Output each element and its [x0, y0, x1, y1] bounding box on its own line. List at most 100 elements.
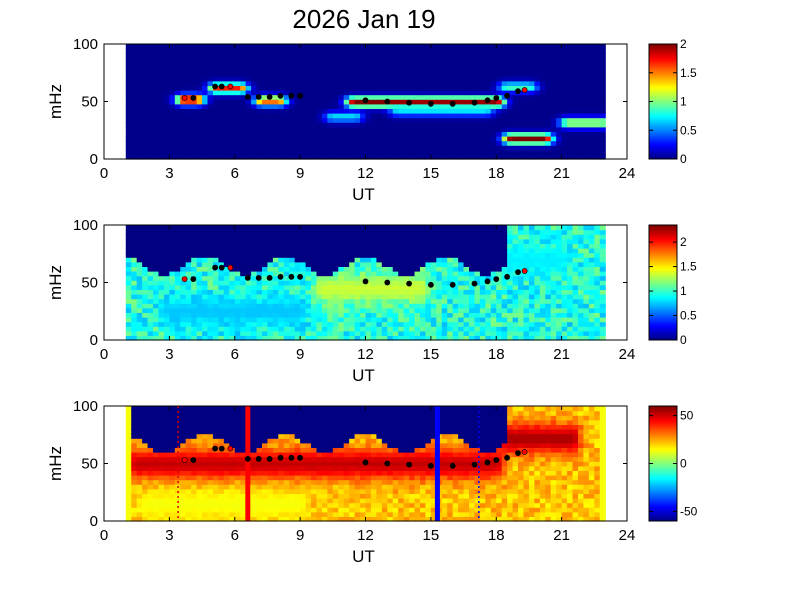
heatmap-cell [360, 103, 367, 109]
heatmap-cell [599, 122, 606, 128]
heatmap-cell [256, 126, 263, 132]
heatmap-cell [550, 140, 557, 146]
ridge-point [406, 99, 412, 106]
heatmap-cell [561, 321, 568, 327]
heatmap-cell [185, 330, 192, 336]
heatmap-cell [588, 62, 595, 68]
heatmap-cell [360, 94, 367, 100]
heatmap-cell [588, 298, 595, 304]
heatmap-cell [485, 90, 492, 96]
heatmap-cell [594, 145, 601, 151]
heatmap-cell [501, 284, 508, 290]
heatmap-cell [496, 289, 503, 295]
ridge-markers [181, 83, 528, 107]
heatmap-cell [572, 275, 579, 281]
heatmap-cell [180, 113, 187, 119]
heatmap-cell [223, 289, 230, 295]
heatmap-cell [528, 294, 535, 300]
heatmap-cell [218, 140, 225, 146]
heatmap-cell [327, 94, 334, 100]
heatmap-cell [229, 294, 236, 300]
heatmap-cell [398, 229, 405, 235]
heatmap-cell [229, 108, 236, 114]
heatmap-cell [338, 67, 345, 73]
heatmap-cell [125, 140, 132, 146]
heatmap-cell [185, 307, 192, 313]
heatmap-cell [240, 321, 247, 327]
heatmap-cell [174, 149, 181, 155]
heatmap-cell [321, 317, 328, 323]
heatmap-cell [169, 94, 176, 100]
heatmap-cell [142, 44, 149, 50]
heatmap-cell [567, 44, 574, 50]
heatmap-cell [321, 261, 328, 267]
heatmap-cell [142, 248, 149, 254]
heatmap-cell [174, 57, 181, 63]
heatmap-cell [577, 307, 585, 313]
heatmap-cell [452, 321, 459, 327]
heatmap-cell [163, 321, 170, 327]
heatmap-cell [191, 511, 198, 517]
heatmap-cell [534, 312, 541, 318]
heatmap-cell [153, 335, 160, 341]
heatmap-cell [338, 80, 345, 86]
heatmap-cell [490, 257, 497, 263]
heatmap-cell [474, 140, 481, 146]
heatmap-cell [474, 238, 481, 244]
heatmap-cell [338, 248, 345, 254]
heatmap-cell [376, 122, 383, 128]
heatmap-cell [142, 238, 149, 244]
heatmap-cell [169, 145, 176, 151]
heatmap-cell [283, 108, 290, 114]
heatmap-cell [539, 248, 546, 254]
heatmap-cell [229, 154, 236, 160]
heatmap-cell [370, 252, 377, 258]
heatmap-cell [169, 71, 176, 77]
heatmap-cell [261, 57, 269, 63]
heatmap-cell [545, 67, 552, 73]
heatmap-cell [349, 326, 356, 332]
heatmap-cell [474, 280, 481, 286]
heatmap-cell [523, 113, 530, 119]
heatmap-cell [485, 53, 492, 59]
heatmap-cell [147, 248, 154, 254]
heatmap-cell [360, 275, 367, 281]
heatmap-cell [528, 248, 535, 254]
heatmap-cell [338, 85, 345, 91]
heatmap-cell [360, 145, 367, 151]
heatmap-cell [501, 149, 508, 155]
heatmap-cell [300, 294, 307, 300]
heatmap-cell [561, 238, 568, 244]
heatmap-cell [174, 44, 181, 50]
heatmap-cell [207, 108, 214, 114]
heatmap-cell [479, 248, 486, 254]
colorbar-segment [649, 271, 677, 275]
heatmap-cell [545, 113, 552, 119]
heatmap-cell [392, 330, 399, 336]
heatmap-cell [174, 317, 181, 323]
heatmap-cell [169, 257, 176, 263]
heatmap-cell [229, 312, 236, 318]
heatmap-cell [305, 275, 312, 281]
heatmap-cell [387, 136, 394, 142]
heatmap-cell [550, 298, 557, 304]
heatmap-cell [403, 140, 410, 146]
heatmap-cell [153, 433, 160, 439]
heatmap-cell [577, 261, 585, 267]
heatmap-cell [185, 229, 192, 235]
heatmap-cell [447, 44, 454, 50]
ridge-point [406, 280, 412, 287]
heatmap-cell [327, 294, 334, 300]
heatmap-cell [196, 85, 203, 91]
heatmap-cell [414, 136, 421, 142]
heatmap-cell [419, 271, 427, 277]
heatmap-cell [163, 284, 170, 290]
heatmap-cell [512, 62, 519, 68]
heatmap-cell [321, 307, 328, 313]
heatmap-cell [490, 62, 497, 68]
heatmap-cell [545, 298, 552, 304]
heatmap-cell [169, 507, 176, 513]
heatmap-cell [180, 108, 187, 114]
heatmap-cell [169, 108, 176, 114]
heatmap-cell [523, 330, 530, 336]
